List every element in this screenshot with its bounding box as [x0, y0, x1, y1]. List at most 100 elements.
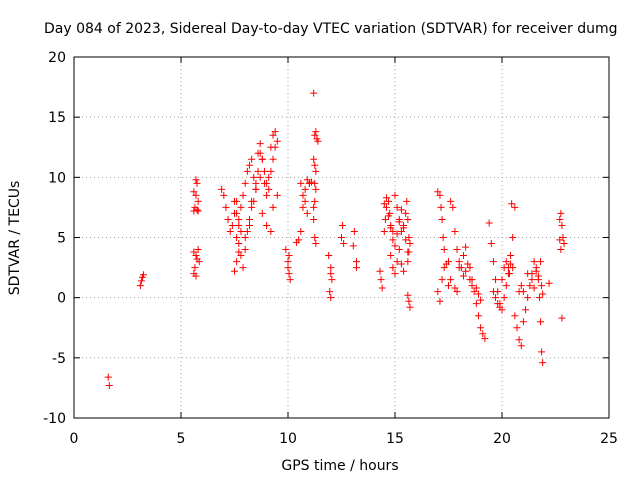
- data-point: [190, 188, 198, 196]
- data-point: [462, 267, 470, 275]
- grid-lines: [74, 57, 609, 418]
- y-tick-label: 15: [48, 110, 66, 126]
- data-point: [387, 224, 395, 232]
- data-point: [226, 227, 234, 235]
- data-point: [299, 203, 307, 211]
- data-point: [517, 342, 525, 350]
- y-tick-label: 0: [57, 291, 66, 307]
- data-point: [273, 137, 281, 145]
- data-point: [459, 272, 467, 280]
- data-point: [385, 197, 393, 205]
- data-point: [137, 277, 145, 285]
- data-point: [440, 246, 448, 254]
- data-point: [284, 264, 292, 272]
- data-point: [437, 203, 445, 211]
- data-point: [233, 258, 241, 266]
- data-point: [466, 264, 474, 272]
- data-point: [301, 197, 309, 205]
- data-point: [192, 176, 200, 184]
- data-point: [378, 284, 386, 292]
- data-point: [528, 276, 536, 284]
- data-point: [310, 203, 318, 211]
- data-point: [245, 215, 253, 223]
- data-point: [224, 215, 232, 223]
- data-point: [498, 276, 506, 284]
- data-point: [438, 215, 446, 223]
- data-point: [237, 252, 245, 260]
- data-point: [349, 242, 357, 250]
- data-point: [382, 194, 390, 202]
- data-point: [451, 284, 459, 292]
- data-point: [556, 215, 564, 223]
- data-point: [393, 230, 401, 238]
- data-point: [235, 240, 243, 248]
- data-point: [477, 324, 485, 332]
- data-point: [325, 252, 333, 260]
- data-point: [436, 191, 444, 199]
- data-point: [400, 267, 408, 275]
- data-point: [190, 248, 198, 256]
- data-point: [269, 155, 277, 163]
- data-point: [310, 89, 318, 97]
- data-point: [524, 270, 532, 278]
- data-point: [485, 219, 493, 227]
- axis-ticks: 0 5 10 15 20 25 -10 -5 0 5 10 15 20: [43, 50, 618, 447]
- data-point: [327, 264, 335, 272]
- data-point: [245, 221, 253, 229]
- data-point: [220, 191, 228, 199]
- x-tick-label: 0: [70, 431, 79, 447]
- data-point: [194, 246, 202, 254]
- data-point: [404, 215, 412, 223]
- data-point: [462, 243, 470, 251]
- data-point: [402, 209, 410, 217]
- data-point: [231, 267, 238, 275]
- data-point: [381, 215, 389, 223]
- data-point: [393, 203, 401, 211]
- data-point: [468, 282, 476, 290]
- data-point: [534, 272, 542, 280]
- data-point: [382, 203, 390, 211]
- data-point: [235, 215, 243, 223]
- data-point: [389, 227, 397, 235]
- data-point: [434, 288, 442, 296]
- data-point: [260, 179, 268, 187]
- data-point: [560, 240, 568, 248]
- data-point: [285, 270, 293, 278]
- data-point: [487, 240, 495, 248]
- data-point: [243, 227, 251, 235]
- data-point: [405, 297, 413, 305]
- data-point: [312, 167, 320, 175]
- data-point: [402, 236, 410, 244]
- data-point: [530, 284, 538, 292]
- data-point: [472, 300, 480, 308]
- data-point: [267, 227, 275, 235]
- data-point: [403, 197, 411, 205]
- data-point: [556, 236, 564, 244]
- data-point: [265, 173, 273, 181]
- data-point: [391, 191, 399, 199]
- data-point: [233, 234, 241, 241]
- y-tick-label: -5: [52, 351, 66, 367]
- data-point: [222, 203, 230, 211]
- data-point: [558, 314, 566, 322]
- data-point: [256, 173, 264, 181]
- data-point: [250, 173, 258, 181]
- data-point: [263, 221, 271, 229]
- data-point: [350, 227, 358, 235]
- data-point: [436, 297, 444, 305]
- data-point: [511, 312, 519, 320]
- data-point: [312, 185, 320, 193]
- data-point: [192, 252, 200, 260]
- data-point: [271, 128, 279, 136]
- data-point: [327, 270, 335, 278]
- data-point: [376, 267, 384, 275]
- data-point: [397, 260, 405, 268]
- y-axis-title: SDTVAR / TECUs: [7, 181, 23, 296]
- x-axis-title: GPS time / hours: [281, 458, 398, 474]
- data-point: [397, 206, 405, 214]
- data-point: [502, 258, 510, 266]
- data-point: [314, 137, 322, 145]
- data-point: [519, 318, 527, 326]
- data-point: [380, 227, 388, 235]
- data-point: [190, 270, 198, 278]
